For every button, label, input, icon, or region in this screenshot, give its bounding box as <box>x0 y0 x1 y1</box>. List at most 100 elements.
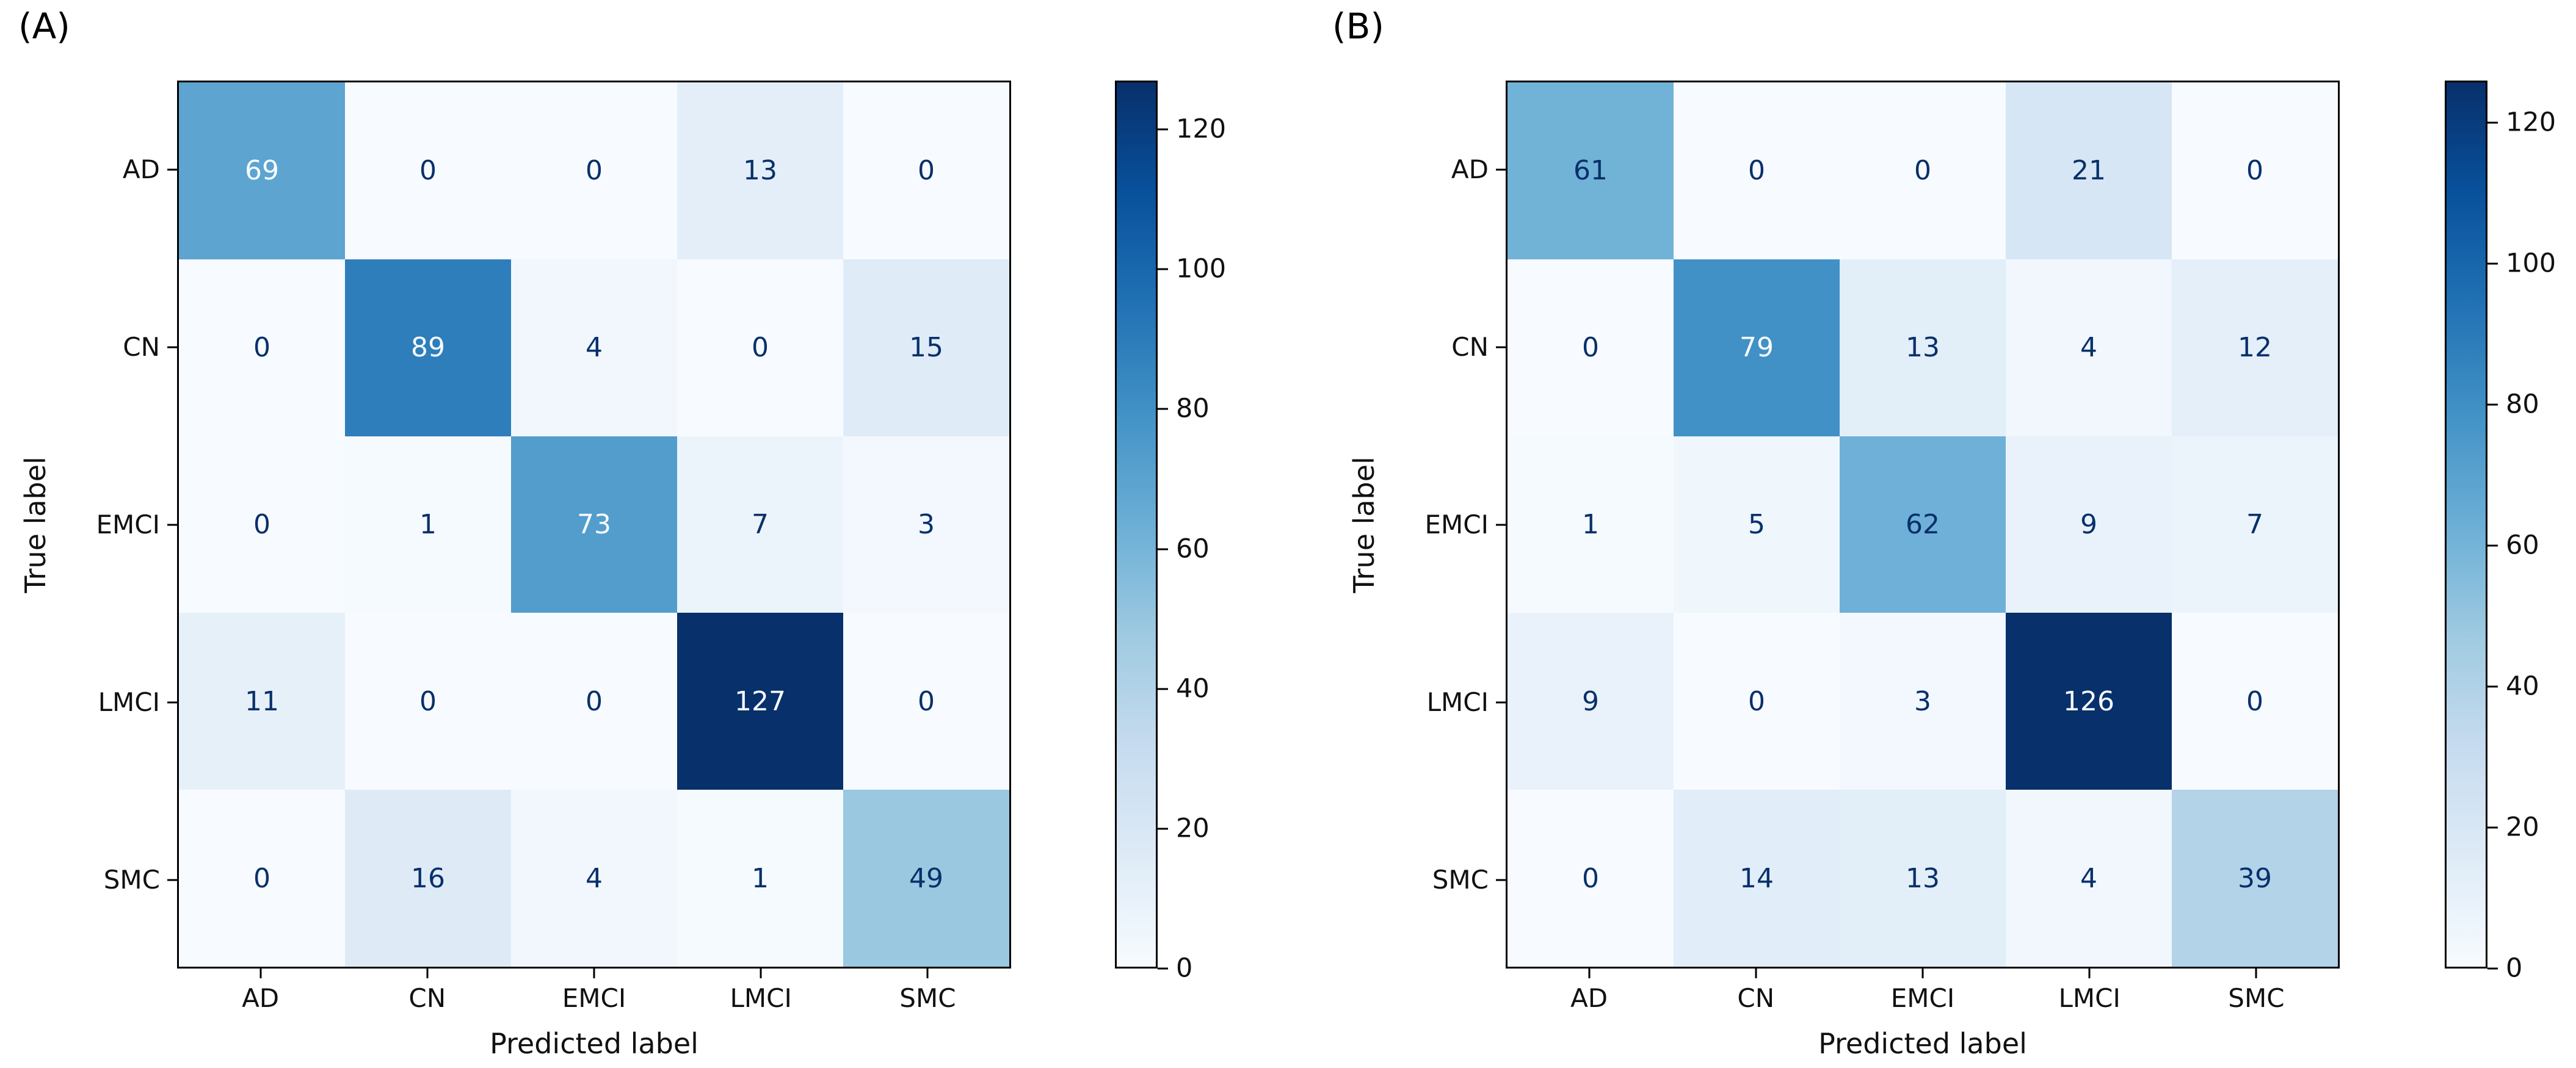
colorbar-tick-mark <box>2487 544 2498 547</box>
matrix-cell: 0 <box>179 790 345 967</box>
matrix-cell: 11 <box>179 613 345 790</box>
x-tick-label: LMCI <box>730 983 792 1013</box>
colorbar-tick-label: 40 <box>2506 671 2539 702</box>
y-tick-mark <box>167 346 177 348</box>
x-tick-mark <box>1588 969 1591 978</box>
matrix-cell: 7 <box>2172 436 2338 613</box>
colorbar-tick-label: 60 <box>2506 530 2539 561</box>
matrix-cell: 1 <box>1508 436 1674 613</box>
matrix-cell: 3 <box>1840 613 2006 790</box>
confusion-matrix-grid: 69 0 0 13 0 0 89 4 0 15 0 1 73 7 3 11 0 0 127 0 0 16 4 1 49 <box>177 81 1011 969</box>
matrix-cell: 14 <box>1674 790 1840 967</box>
matrix-cell: 0 <box>2172 613 2338 790</box>
matrix-cell: 79 <box>1674 259 1840 436</box>
colorbar-tick-label: 20 <box>1176 813 1210 844</box>
colorbar-tick-mark <box>1158 967 1168 970</box>
matrix-cell: 4 <box>511 259 677 436</box>
panel-a-label: (A) <box>18 5 70 47</box>
matrix-cell: 127 <box>677 613 843 790</box>
y-tick-mark <box>167 701 177 703</box>
matrix-cell: 0 <box>1840 82 2006 259</box>
matrix-cell: 7 <box>677 436 843 613</box>
matrix-cell: 3 <box>843 436 1009 613</box>
matrix-cell: 49 <box>843 790 1009 967</box>
matrix-cell: 39 <box>2172 790 2338 967</box>
y-tick-label: AD <box>122 154 160 184</box>
matrix-cell: 4 <box>2006 259 2172 436</box>
x-tick-label: SMC <box>2228 983 2285 1013</box>
x-tick-marks <box>1506 969 2340 978</box>
matrix-cell: 0 <box>511 613 677 790</box>
matrix-cell: 126 <box>2006 613 2172 790</box>
colorbar-tick-mark <box>1158 828 1168 830</box>
matrix-cell: 13 <box>677 82 843 259</box>
matrix-cell: 9 <box>2006 436 2172 613</box>
matrix-cell: 5 <box>1674 436 1840 613</box>
colorbar-tick-label: 80 <box>2506 389 2539 420</box>
matrix-cell: 13 <box>1840 259 2006 436</box>
matrix-cell: 0 <box>843 82 1009 259</box>
colorbar-ticks: 0 20 40 60 80 100 120 <box>2487 81 2576 981</box>
colorbar-tick-label: 80 <box>1176 393 1210 424</box>
matrix-cell: 4 <box>2006 790 2172 967</box>
y-tick-labels: AD CN EMCI LMCI SMC <box>1288 81 1489 969</box>
matrix-cell: 62 <box>1840 436 2006 613</box>
matrix-cell: 0 <box>1508 259 1674 436</box>
panel-a: (A) True label AD CN EMCI LMCI SMC 69 0 0 13 0 0 8… <box>0 5 1227 1060</box>
colorbar-tick-label: 100 <box>1176 253 1227 284</box>
panel-b-label: (B) <box>1332 5 1385 47</box>
x-tick-mark <box>1921 969 1924 978</box>
x-tick-label: CN <box>1737 983 1775 1013</box>
y-tick-label: CN <box>123 332 160 362</box>
x-tick-mark <box>259 969 262 978</box>
matrix-cell: 0 <box>179 259 345 436</box>
colorbar-tick-label: 0 <box>1176 953 1193 984</box>
colorbar-tick-mark <box>2487 826 2498 829</box>
matrix-cell: 89 <box>345 259 511 436</box>
colorbar-tick-label: 40 <box>1176 673 1210 704</box>
matrix-cell: 4 <box>511 790 677 967</box>
matrix-cell: 0 <box>677 259 843 436</box>
matrix-cell: 1 <box>345 436 511 613</box>
matrix-cell: 13 <box>1840 790 2006 967</box>
matrix-cell: 69 <box>179 82 345 259</box>
matrix-cell: 73 <box>511 436 677 613</box>
colorbar-tick-mark <box>2487 262 2498 265</box>
matrix-cell: 1 <box>677 790 843 967</box>
matrix-cell: 0 <box>1674 82 1840 259</box>
y-tick-label: SMC <box>1432 865 1489 895</box>
colorbar-tick-mark <box>1158 548 1168 550</box>
colorbar <box>1115 81 1158 969</box>
colorbar-tick-label: 120 <box>1176 114 1227 145</box>
matrix-cell: 61 <box>1508 82 1674 259</box>
matrix-cell: 21 <box>2006 82 2172 259</box>
y-tick-marks <box>1496 81 1506 969</box>
colorbar-tick-label: 60 <box>1176 533 1210 565</box>
y-tick-mark <box>1496 701 1506 703</box>
x-tick-mark <box>760 969 762 978</box>
x-tick-mark <box>593 969 595 978</box>
x-tick-label: AD <box>242 983 280 1013</box>
matrix-cell: 9 <box>1508 613 1674 790</box>
x-tick-mark <box>926 969 929 978</box>
colorbar-tick-mark <box>2487 121 2498 124</box>
colorbar-tick-mark <box>2487 403 2498 406</box>
y-tick-mark <box>167 168 177 170</box>
y-tick-mark <box>167 879 177 881</box>
x-tick-mark <box>2088 969 2091 978</box>
matrix-cell: 15 <box>843 259 1009 436</box>
matrix-cell: 12 <box>2172 259 2338 436</box>
matrix-cell: 0 <box>843 613 1009 790</box>
colorbar-tick-mark <box>1158 128 1168 131</box>
y-tick-mark <box>167 524 177 525</box>
matrix-cell: 0 <box>2172 82 2338 259</box>
confusion-matrix-grid: 61 0 0 21 0 0 79 13 4 12 1 5 62 9 7 9 0 3 126 0 0 14 13 4 39 <box>1506 81 2340 969</box>
panel-b: (B) True label AD CN EMCI LMCI SMC 61 0 0 21 0 0 7… <box>1288 0 2576 1068</box>
y-tick-labels: AD CN EMCI LMCI SMC <box>0 81 161 969</box>
x-tick-labels: AD CN EMCI LMCI SMC <box>177 983 1011 1013</box>
x-tick-label: SMC <box>899 983 956 1013</box>
x-axis-label: Predicted label <box>1818 1027 2027 1060</box>
matrix-cell: 0 <box>345 82 511 259</box>
y-tick-label: CN <box>1451 332 1489 362</box>
